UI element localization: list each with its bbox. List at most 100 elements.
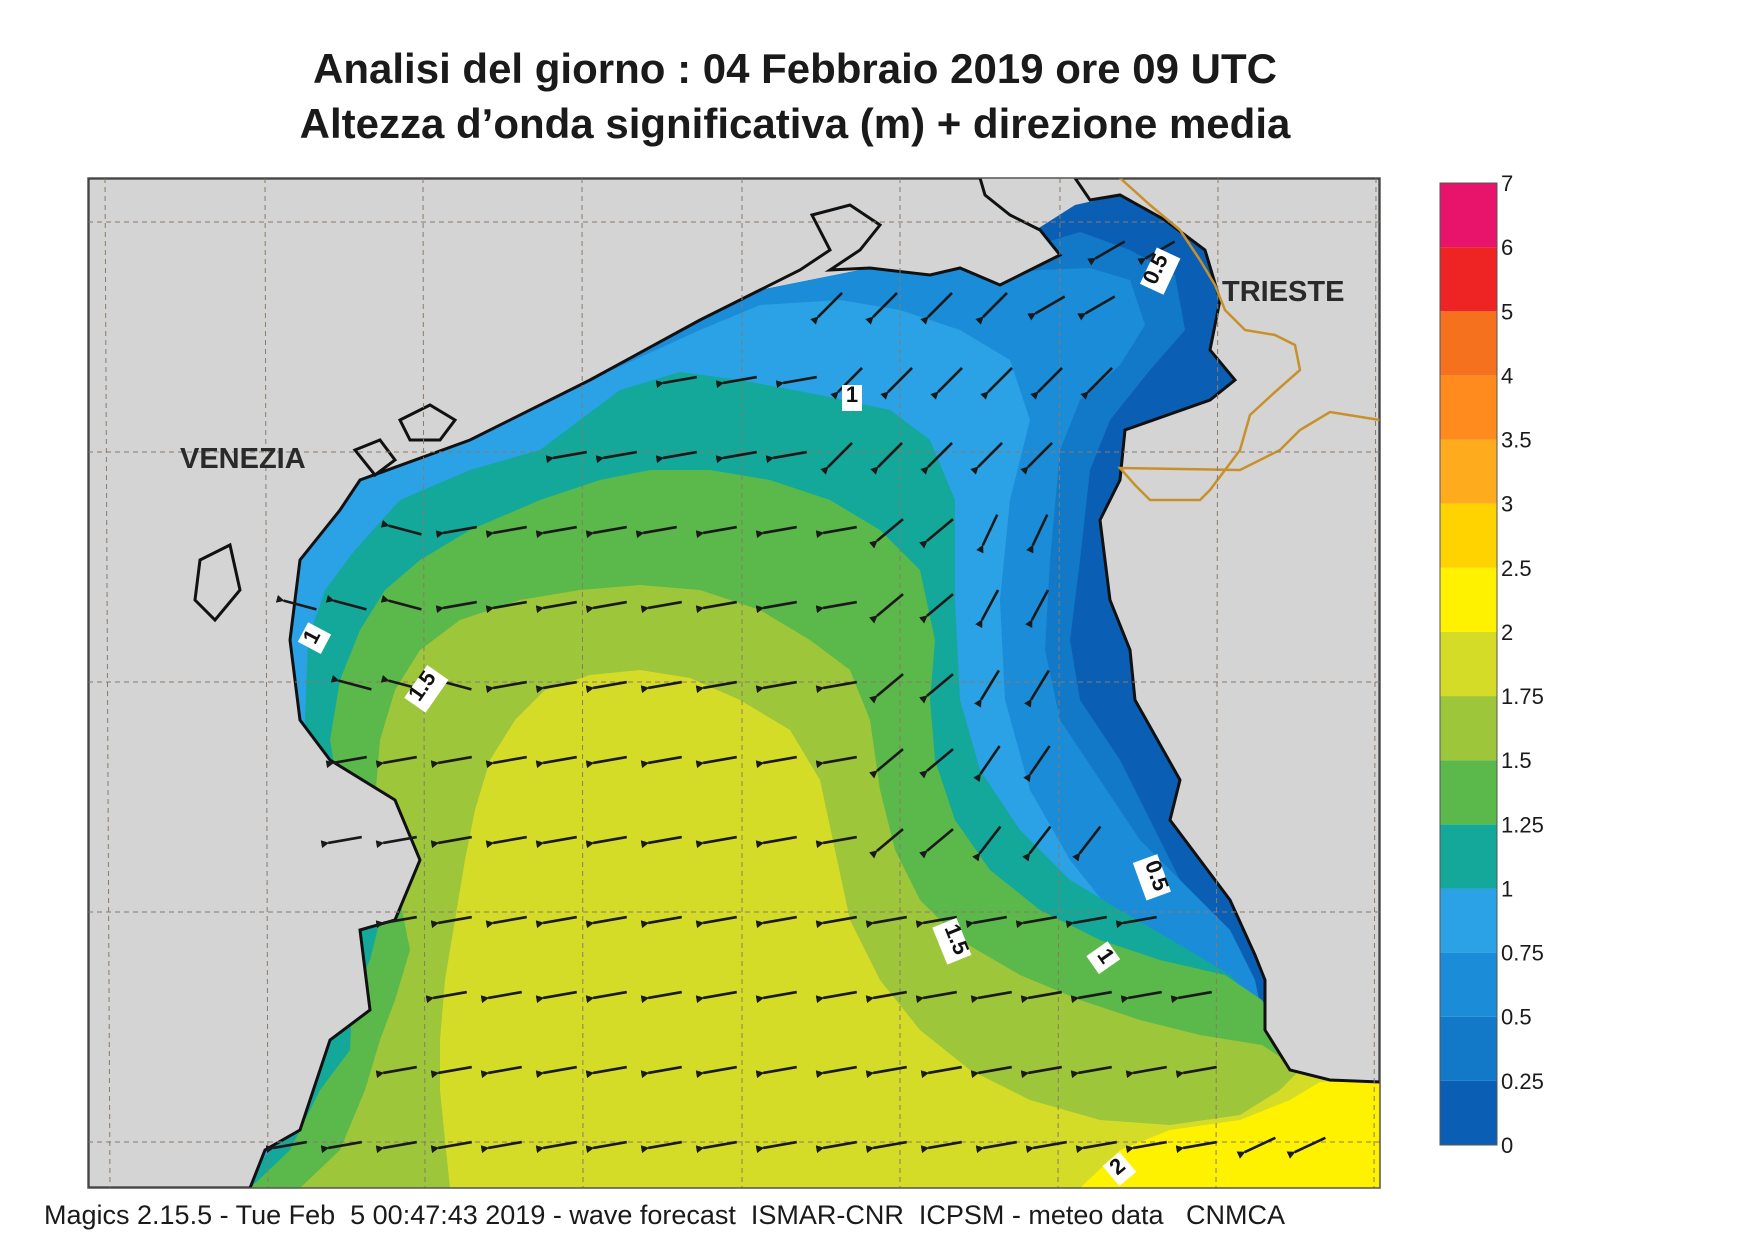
wave-arrow xyxy=(430,755,472,769)
wave-arrow xyxy=(275,594,317,611)
wave-arrow xyxy=(930,367,963,400)
wave-arrow xyxy=(965,915,1007,929)
wave-arrow xyxy=(635,525,677,539)
wave-arrow xyxy=(915,990,957,1004)
wave-arrow xyxy=(755,680,797,694)
legend-level-label: 1.5 xyxy=(1501,748,1532,773)
wave-arrow xyxy=(655,450,697,464)
wave-arrow xyxy=(975,589,1000,629)
wave-arrow xyxy=(1072,825,1102,862)
legend-level-label: 6 xyxy=(1501,235,1513,260)
wave-arrow xyxy=(640,915,682,929)
wave-arrow xyxy=(919,828,954,859)
wave-arrow xyxy=(585,755,627,769)
wave-arrow xyxy=(535,600,577,614)
wave-arrow xyxy=(1070,1065,1112,1079)
wave-arrow xyxy=(920,442,953,475)
wave-arrow xyxy=(755,1140,797,1154)
wave-arrow xyxy=(695,525,737,539)
wave-arrow xyxy=(810,292,843,325)
wave-arrow xyxy=(325,755,367,769)
wave-arrow xyxy=(830,367,863,400)
wave-arrow xyxy=(869,828,904,859)
wave-arrow xyxy=(430,1140,472,1154)
wave-arrow xyxy=(585,600,627,614)
wave-arrow xyxy=(585,680,627,694)
legend-level-label: 5 xyxy=(1501,299,1513,324)
wave-arrow xyxy=(585,915,627,929)
wave-arrow xyxy=(880,367,913,400)
wave-arrow xyxy=(485,755,527,769)
wave-arrow xyxy=(970,1065,1012,1079)
wave-arrow xyxy=(820,442,853,475)
wave-arrow xyxy=(815,990,857,1004)
wave-arrow xyxy=(535,755,577,769)
legend-swatch xyxy=(1440,631,1497,697)
legend-level-label: 0.75 xyxy=(1501,941,1544,966)
wave-arrow xyxy=(1025,589,1050,629)
legend-level-label: 1 xyxy=(1501,876,1513,901)
place-label-venezia: VENEZIA xyxy=(180,443,306,475)
wave-arrow xyxy=(655,375,697,389)
legend-level-label: 1.75 xyxy=(1501,684,1544,709)
wave-arrow xyxy=(640,835,682,849)
wave-arrow xyxy=(1087,240,1126,266)
wave-arrow xyxy=(1170,990,1212,1004)
wave-arrow xyxy=(265,1140,307,1154)
wave-arrow xyxy=(485,680,527,694)
wave-arrow xyxy=(915,915,957,929)
wave-arrow xyxy=(485,915,527,929)
wave-arrow xyxy=(640,755,682,769)
footer-credits: Magics 2.15.5 - Tue Feb 5 00:47:43 2019 … xyxy=(44,1200,1285,1230)
wave-arrow xyxy=(815,835,857,849)
legend-swatch xyxy=(1440,760,1497,825)
legend-swatch xyxy=(1440,439,1497,504)
wave-arrow xyxy=(973,745,1001,783)
wave-arrow xyxy=(1025,1140,1067,1154)
wave-arrow xyxy=(1024,669,1050,708)
wave-arrow xyxy=(585,990,627,1004)
border-line xyxy=(1117,178,1380,502)
legend-level-label: 3 xyxy=(1501,492,1513,517)
wave-arrow xyxy=(1065,915,1107,929)
legend-swatch xyxy=(1440,567,1497,632)
contour-band-2 xyxy=(1080,1082,1380,1188)
wave-arrow xyxy=(869,593,904,624)
wave-arrow xyxy=(640,990,682,1004)
legend-swatch xyxy=(1440,247,1497,312)
wave-arrow xyxy=(435,525,477,539)
legend-level-label: 0 xyxy=(1501,1133,1513,1158)
wave-direction-arrows xyxy=(265,240,1326,1159)
wave-arrow xyxy=(380,594,422,611)
wave-arrow xyxy=(755,835,797,849)
legend-level-label: 1.25 xyxy=(1501,812,1544,837)
wave-arrow xyxy=(1080,367,1113,400)
legend-level-label: 0.5 xyxy=(1501,1005,1532,1030)
wave-arrow xyxy=(919,593,954,624)
legend-level-label: 2 xyxy=(1501,620,1513,645)
wave-arrow xyxy=(695,1140,737,1154)
wave-arrow xyxy=(330,674,372,691)
legend-swatch xyxy=(1440,824,1497,889)
wave-arrow xyxy=(585,835,627,849)
legend-swatch xyxy=(1440,696,1497,761)
wave-arrow xyxy=(375,835,417,849)
wave-arrow xyxy=(325,594,367,611)
legend-level-label: 0.25 xyxy=(1501,1069,1544,1094)
wave-arrow xyxy=(976,514,999,554)
wave-arrow xyxy=(865,292,898,325)
wave-arrow xyxy=(1020,442,1053,475)
wave-arrow xyxy=(380,519,422,536)
wave-arrow xyxy=(765,450,807,464)
legend-frame xyxy=(1439,182,1498,1146)
wave-arrow xyxy=(480,1140,522,1154)
legend-level-label: 4 xyxy=(1501,363,1513,388)
wave-arrow xyxy=(1125,1140,1167,1154)
legend-swatch xyxy=(1440,1080,1497,1145)
wave-arrow xyxy=(695,915,737,929)
wave-arrow xyxy=(1115,915,1157,929)
wave-arrow xyxy=(425,990,467,1004)
wave-arrow xyxy=(485,525,527,539)
wave-arrow xyxy=(815,755,857,769)
